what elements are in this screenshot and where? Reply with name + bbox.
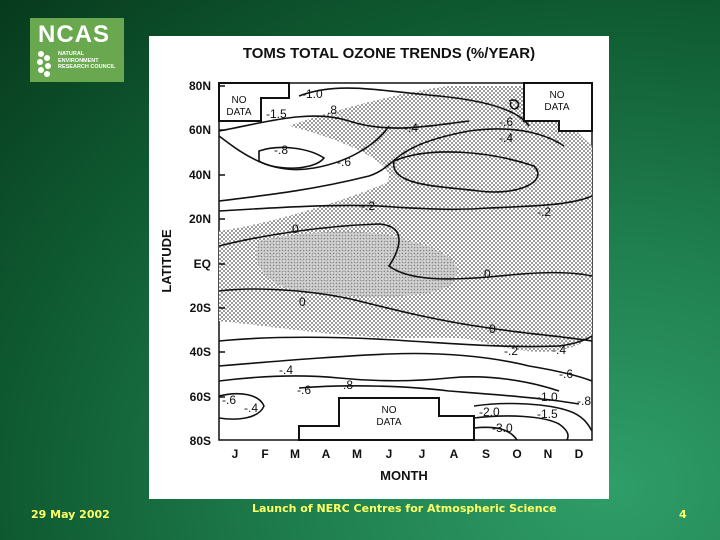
y-tick-label: EQ bbox=[194, 257, 211, 271]
no-data-label: NO bbox=[382, 405, 397, 416]
contour-label: -2.0 bbox=[479, 405, 500, 419]
chart-title: TOMS TOTAL OZONE TRENDS (%/YEAR) bbox=[243, 45, 535, 62]
contour-label: -.2 bbox=[504, 344, 518, 358]
contour-label: 0 bbox=[484, 267, 491, 281]
y-tick-label: 20S bbox=[190, 301, 211, 315]
y-tick-label: 80S bbox=[190, 434, 211, 448]
x-tick-label: A bbox=[322, 447, 331, 461]
contour-lines bbox=[218, 87, 593, 441]
x-tick-label: M bbox=[352, 447, 362, 461]
logo-wordmark: NCAS bbox=[38, 21, 111, 48]
contour-labels: -1.0 -1.5 .8 -.8 -.6 -.4 -.6 -.4 -.2 -.2… bbox=[222, 87, 591, 435]
contour-label: -.4 bbox=[244, 401, 258, 415]
ncas-logo: NCAS NATURAL ENVIRONMENT RESEARCH COUNCI… bbox=[30, 18, 124, 82]
y-tick-label: 40S bbox=[190, 345, 211, 359]
no-data-block-bottom bbox=[298, 397, 475, 441]
x-tick-label: J bbox=[232, 447, 239, 461]
y-tick-marks bbox=[219, 85, 225, 398]
ozone-contour-chart: TOMS TOTAL OZONE TRENDS (%/YEAR) bbox=[159, 45, 593, 483]
contour-label: -.8 bbox=[274, 143, 288, 157]
contour-label: -1.5 bbox=[266, 107, 287, 121]
contour-label: -.8 bbox=[577, 394, 591, 408]
contour-label: -1.0 bbox=[302, 87, 323, 101]
y-tick-label: 40N bbox=[189, 168, 211, 182]
x-tick-label: O bbox=[512, 447, 521, 461]
x-tick-label: M bbox=[290, 447, 300, 461]
x-tick-label: J bbox=[386, 447, 393, 461]
contour-label: -.2 bbox=[361, 199, 375, 213]
no-data-label: DATA bbox=[544, 102, 570, 113]
contour-label: -.6 bbox=[559, 367, 573, 381]
contour-label: -.4 bbox=[552, 343, 566, 357]
y-tick-label: 60S bbox=[190, 390, 211, 404]
contour-label: -.6 bbox=[499, 115, 513, 129]
x-tick-label: F bbox=[261, 447, 268, 461]
contour-label: .8 bbox=[327, 103, 337, 117]
y-axis-label: LATITUDE bbox=[159, 229, 174, 293]
x-tick-label: N bbox=[544, 447, 553, 461]
stippled-region-dense bbox=[256, 231, 457, 297]
x-axis-ticks: J F M A M J J A S O N D bbox=[232, 447, 584, 461]
contour-label: -1.5 bbox=[537, 407, 558, 421]
no-data-label: DATA bbox=[376, 417, 402, 428]
contour-label: -.4 bbox=[499, 131, 513, 145]
contour-label: 0 bbox=[299, 295, 306, 309]
contour-label: -.4 bbox=[279, 363, 293, 377]
no-data-label: NO bbox=[550, 90, 565, 101]
no-data-label: DATA bbox=[226, 107, 252, 118]
footer-title: Launch of NERC Centres for Atmospheric S… bbox=[252, 502, 557, 515]
contour-label: -.6 bbox=[297, 383, 311, 397]
x-axis-label: MONTH bbox=[380, 468, 428, 483]
contour-label: 0 bbox=[489, 322, 496, 336]
x-tick-label: A bbox=[450, 447, 459, 461]
contour-label: 0 bbox=[292, 222, 299, 236]
no-data-label: NO bbox=[232, 95, 247, 106]
x-tick-label: J bbox=[419, 447, 426, 461]
contour-label: -1.0 bbox=[537, 390, 558, 404]
x-tick-label: D bbox=[575, 447, 584, 461]
logo-subtitle: NATURAL ENVIRONMENT RESEARCH COUNCIL bbox=[58, 51, 116, 70]
y-tick-label: 20N bbox=[189, 212, 211, 226]
footer-date: 29 May 2002 bbox=[31, 508, 110, 521]
contour-label: -3.0 bbox=[492, 421, 513, 435]
contour-label: -.2 bbox=[537, 205, 551, 219]
contour-label: -.8 bbox=[339, 378, 353, 392]
ozone-chart-panel: TOMS TOTAL OZONE TRENDS (%/YEAR) bbox=[149, 36, 609, 499]
x-tick-label: S bbox=[482, 447, 490, 461]
y-axis-ticks: 80N 60N 40N 20N EQ 20S 40S 60S 80S bbox=[189, 79, 211, 448]
y-tick-label: 80N bbox=[189, 79, 211, 93]
y-tick-label: 60N bbox=[189, 123, 211, 137]
contour-label: -.6 bbox=[222, 393, 236, 407]
nerc-emblem-icon bbox=[37, 51, 51, 77]
footer-page-number: 4 bbox=[679, 508, 687, 521]
contour-label: -.6 bbox=[337, 155, 351, 169]
no-data-labels: NO DATA NO DATA NO DATA bbox=[226, 90, 570, 428]
no-data-block-topleft bbox=[218, 82, 290, 122]
contour-label: -.4 bbox=[404, 121, 418, 135]
